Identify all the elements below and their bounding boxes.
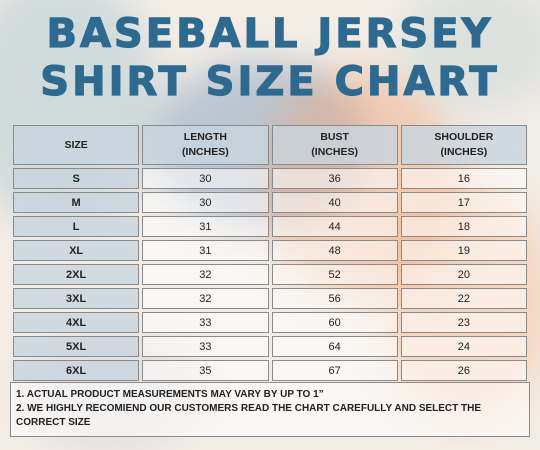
size-cell: 4XL: [13, 312, 140, 333]
shoulder-cell: 26: [400, 360, 527, 381]
title-line-2: SHIRT SIZE CHART: [40, 59, 500, 105]
table-row: 4XL 33 60 23: [13, 312, 527, 333]
table-row: 2XL 32 52 20: [13, 264, 527, 285]
bust-cell: 36: [271, 168, 398, 189]
shoulder-cell: 22: [400, 288, 527, 309]
table-row: M 30 40 17: [13, 192, 527, 213]
shoulder-cell: 24: [400, 336, 527, 357]
size-cell: S: [13, 168, 140, 189]
table-header-row: SIZE LENGTH (INCHES) BUST (INCHES) SHOULDE…: [13, 125, 527, 165]
table-row: 5XL 33 64 24: [13, 336, 527, 357]
notes-box: 1. ACTUAL PRODUCT MEASUREMENTS MAY VARY …: [10, 382, 530, 437]
size-cell: M: [13, 192, 140, 213]
bust-cell: 40: [271, 192, 398, 213]
size-cell: L: [13, 216, 140, 237]
header-bust: BUST (INCHES): [271, 125, 398, 165]
size-chart-table: SIZE LENGTH (INCHES) BUST (INCHES) SHOULDE…: [10, 122, 530, 384]
shoulder-cell: 23: [400, 312, 527, 333]
shoulder-cell: 20: [400, 264, 527, 285]
length-cell: 30: [142, 168, 269, 189]
size-cell: 2XL: [13, 264, 140, 285]
size-cell: 3XL: [13, 288, 140, 309]
length-cell: 31: [142, 240, 269, 261]
bust-cell: 52: [271, 264, 398, 285]
bust-cell: 67: [271, 360, 398, 381]
header-shoulder: SHOULDER (INCHES): [400, 125, 527, 165]
length-cell: 30: [142, 192, 269, 213]
bust-cell: 44: [271, 216, 398, 237]
length-cell: 33: [142, 312, 269, 333]
size-cell: 5XL: [13, 336, 140, 357]
bust-cell: 60: [271, 312, 398, 333]
note-1: 1. ACTUAL PRODUCT MEASUREMENTS MAY VARY …: [16, 389, 324, 400]
shoulder-cell: 19: [400, 240, 527, 261]
table-row: L 31 44 18: [13, 216, 527, 237]
bust-cell: 48: [271, 240, 398, 261]
shoulder-cell: 18: [400, 216, 527, 237]
header-size: SIZE: [13, 125, 140, 165]
header-length: LENGTH (INCHES): [142, 125, 269, 165]
title-line-1: BASEBALL JERSEY: [46, 11, 494, 57]
table-row: 3XL 32 56 22: [13, 288, 527, 309]
length-cell: 33: [142, 336, 269, 357]
length-cell: 32: [142, 288, 269, 309]
shoulder-cell: 17: [400, 192, 527, 213]
length-cell: 32: [142, 264, 269, 285]
bust-cell: 64: [271, 336, 398, 357]
note-2: 2. WE HIGHLY RECOMIEND OUR CUSTOMERS REA…: [16, 403, 482, 428]
table-row: 6XL 35 67 26: [13, 360, 527, 381]
size-cell: 6XL: [13, 360, 140, 381]
shoulder-cell: 16: [400, 168, 527, 189]
length-cell: 35: [142, 360, 269, 381]
table-row: S 30 36 16: [13, 168, 527, 189]
length-cell: 31: [142, 216, 269, 237]
size-cell: XL: [13, 240, 140, 261]
table-row: XL 31 48 19: [13, 240, 527, 261]
bust-cell: 56: [271, 288, 398, 309]
